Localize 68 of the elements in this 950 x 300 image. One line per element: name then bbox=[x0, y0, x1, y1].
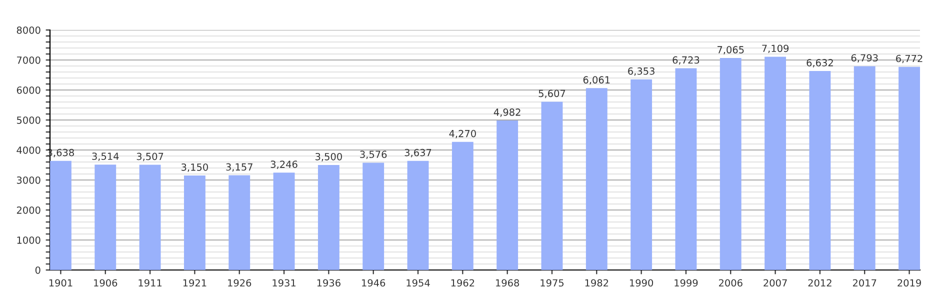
x-tick-label: 1999 bbox=[674, 279, 698, 287]
x-tick-label: 2006 bbox=[718, 279, 742, 287]
bar bbox=[139, 164, 161, 270]
y-tick-label: 5000 bbox=[16, 116, 40, 124]
x-tick-label: 2019 bbox=[898, 279, 921, 287]
x-tick-label: 1901 bbox=[49, 279, 72, 287]
data-label: 6,632 bbox=[806, 59, 833, 68]
bar bbox=[496, 120, 518, 270]
bar bbox=[764, 56, 786, 270]
y-tick-label: 1000 bbox=[17, 236, 40, 244]
bar bbox=[407, 160, 429, 270]
y-tick-label: 6000 bbox=[16, 86, 40, 94]
x-tick-label: 2017 bbox=[852, 279, 876, 287]
x-tick-label: 2012 bbox=[808, 279, 832, 287]
bar bbox=[720, 58, 742, 270]
bar bbox=[809, 71, 831, 270]
data-label: 4,270 bbox=[449, 130, 476, 138]
data-label: 6,772 bbox=[896, 54, 922, 64]
data-label: 3,500 bbox=[316, 152, 342, 162]
x-tick-label: 1962 bbox=[451, 279, 474, 287]
bar bbox=[586, 88, 608, 270]
data-label: 6,353 bbox=[628, 67, 654, 76]
data-label: 3,157 bbox=[226, 163, 252, 172]
data-label: 3,514 bbox=[92, 152, 119, 161]
data-label: 3,576 bbox=[360, 150, 387, 160]
bar bbox=[630, 79, 652, 270]
bar bbox=[362, 162, 384, 270]
data-label: 6,723 bbox=[672, 56, 700, 65]
bar bbox=[50, 160, 72, 270]
y-tick-label: 4000 bbox=[16, 146, 40, 154]
bar bbox=[228, 175, 250, 270]
data-label: 3,637 bbox=[404, 148, 432, 158]
bar bbox=[273, 172, 295, 270]
data-label: 3,246 bbox=[270, 160, 298, 169]
data-label: 5,607 bbox=[538, 90, 566, 98]
x-tick-label: 1990 bbox=[630, 279, 654, 287]
data-label: 6,061 bbox=[583, 76, 610, 84]
bar bbox=[541, 102, 563, 270]
y-tick-label: 7000 bbox=[17, 56, 40, 64]
x-tick-label: 1936 bbox=[317, 279, 340, 287]
data-label: 3,507 bbox=[136, 152, 164, 162]
x-tick-label: 1968 bbox=[496, 279, 520, 287]
bar bbox=[675, 68, 697, 270]
y-tick-label: 8000 bbox=[16, 26, 40, 34]
data-label: 7,109 bbox=[762, 44, 789, 54]
x-tick-label: 1911 bbox=[138, 279, 162, 287]
x-tick-label: 1931 bbox=[272, 279, 296, 287]
x-tick-label: 1954 bbox=[406, 279, 430, 287]
data-label: 6,793 bbox=[851, 54, 878, 63]
bar bbox=[452, 142, 474, 270]
x-tick-label: 1946 bbox=[362, 279, 386, 287]
x-tick-label: 1975 bbox=[540, 279, 564, 287]
data-label: 7,065 bbox=[718, 46, 744, 54]
data-label: 4,982 bbox=[494, 108, 520, 117]
x-tick-label: 1926 bbox=[228, 279, 252, 287]
data-label: 3,150 bbox=[182, 163, 208, 172]
bar bbox=[854, 66, 876, 270]
bar bbox=[184, 176, 206, 270]
y-tick-label: 0 bbox=[35, 266, 40, 274]
bar bbox=[898, 66, 920, 270]
x-tick-label: 1906 bbox=[94, 279, 118, 287]
x-tick-label: 1921 bbox=[183, 279, 206, 287]
bar bbox=[318, 165, 340, 270]
y-tick-label: 3000 bbox=[16, 176, 40, 184]
x-tick-label: 1982 bbox=[585, 279, 608, 287]
x-tick-label: 2007 bbox=[764, 279, 787, 287]
y-tick-label: 2000 bbox=[16, 206, 40, 214]
bar bbox=[94, 164, 116, 270]
